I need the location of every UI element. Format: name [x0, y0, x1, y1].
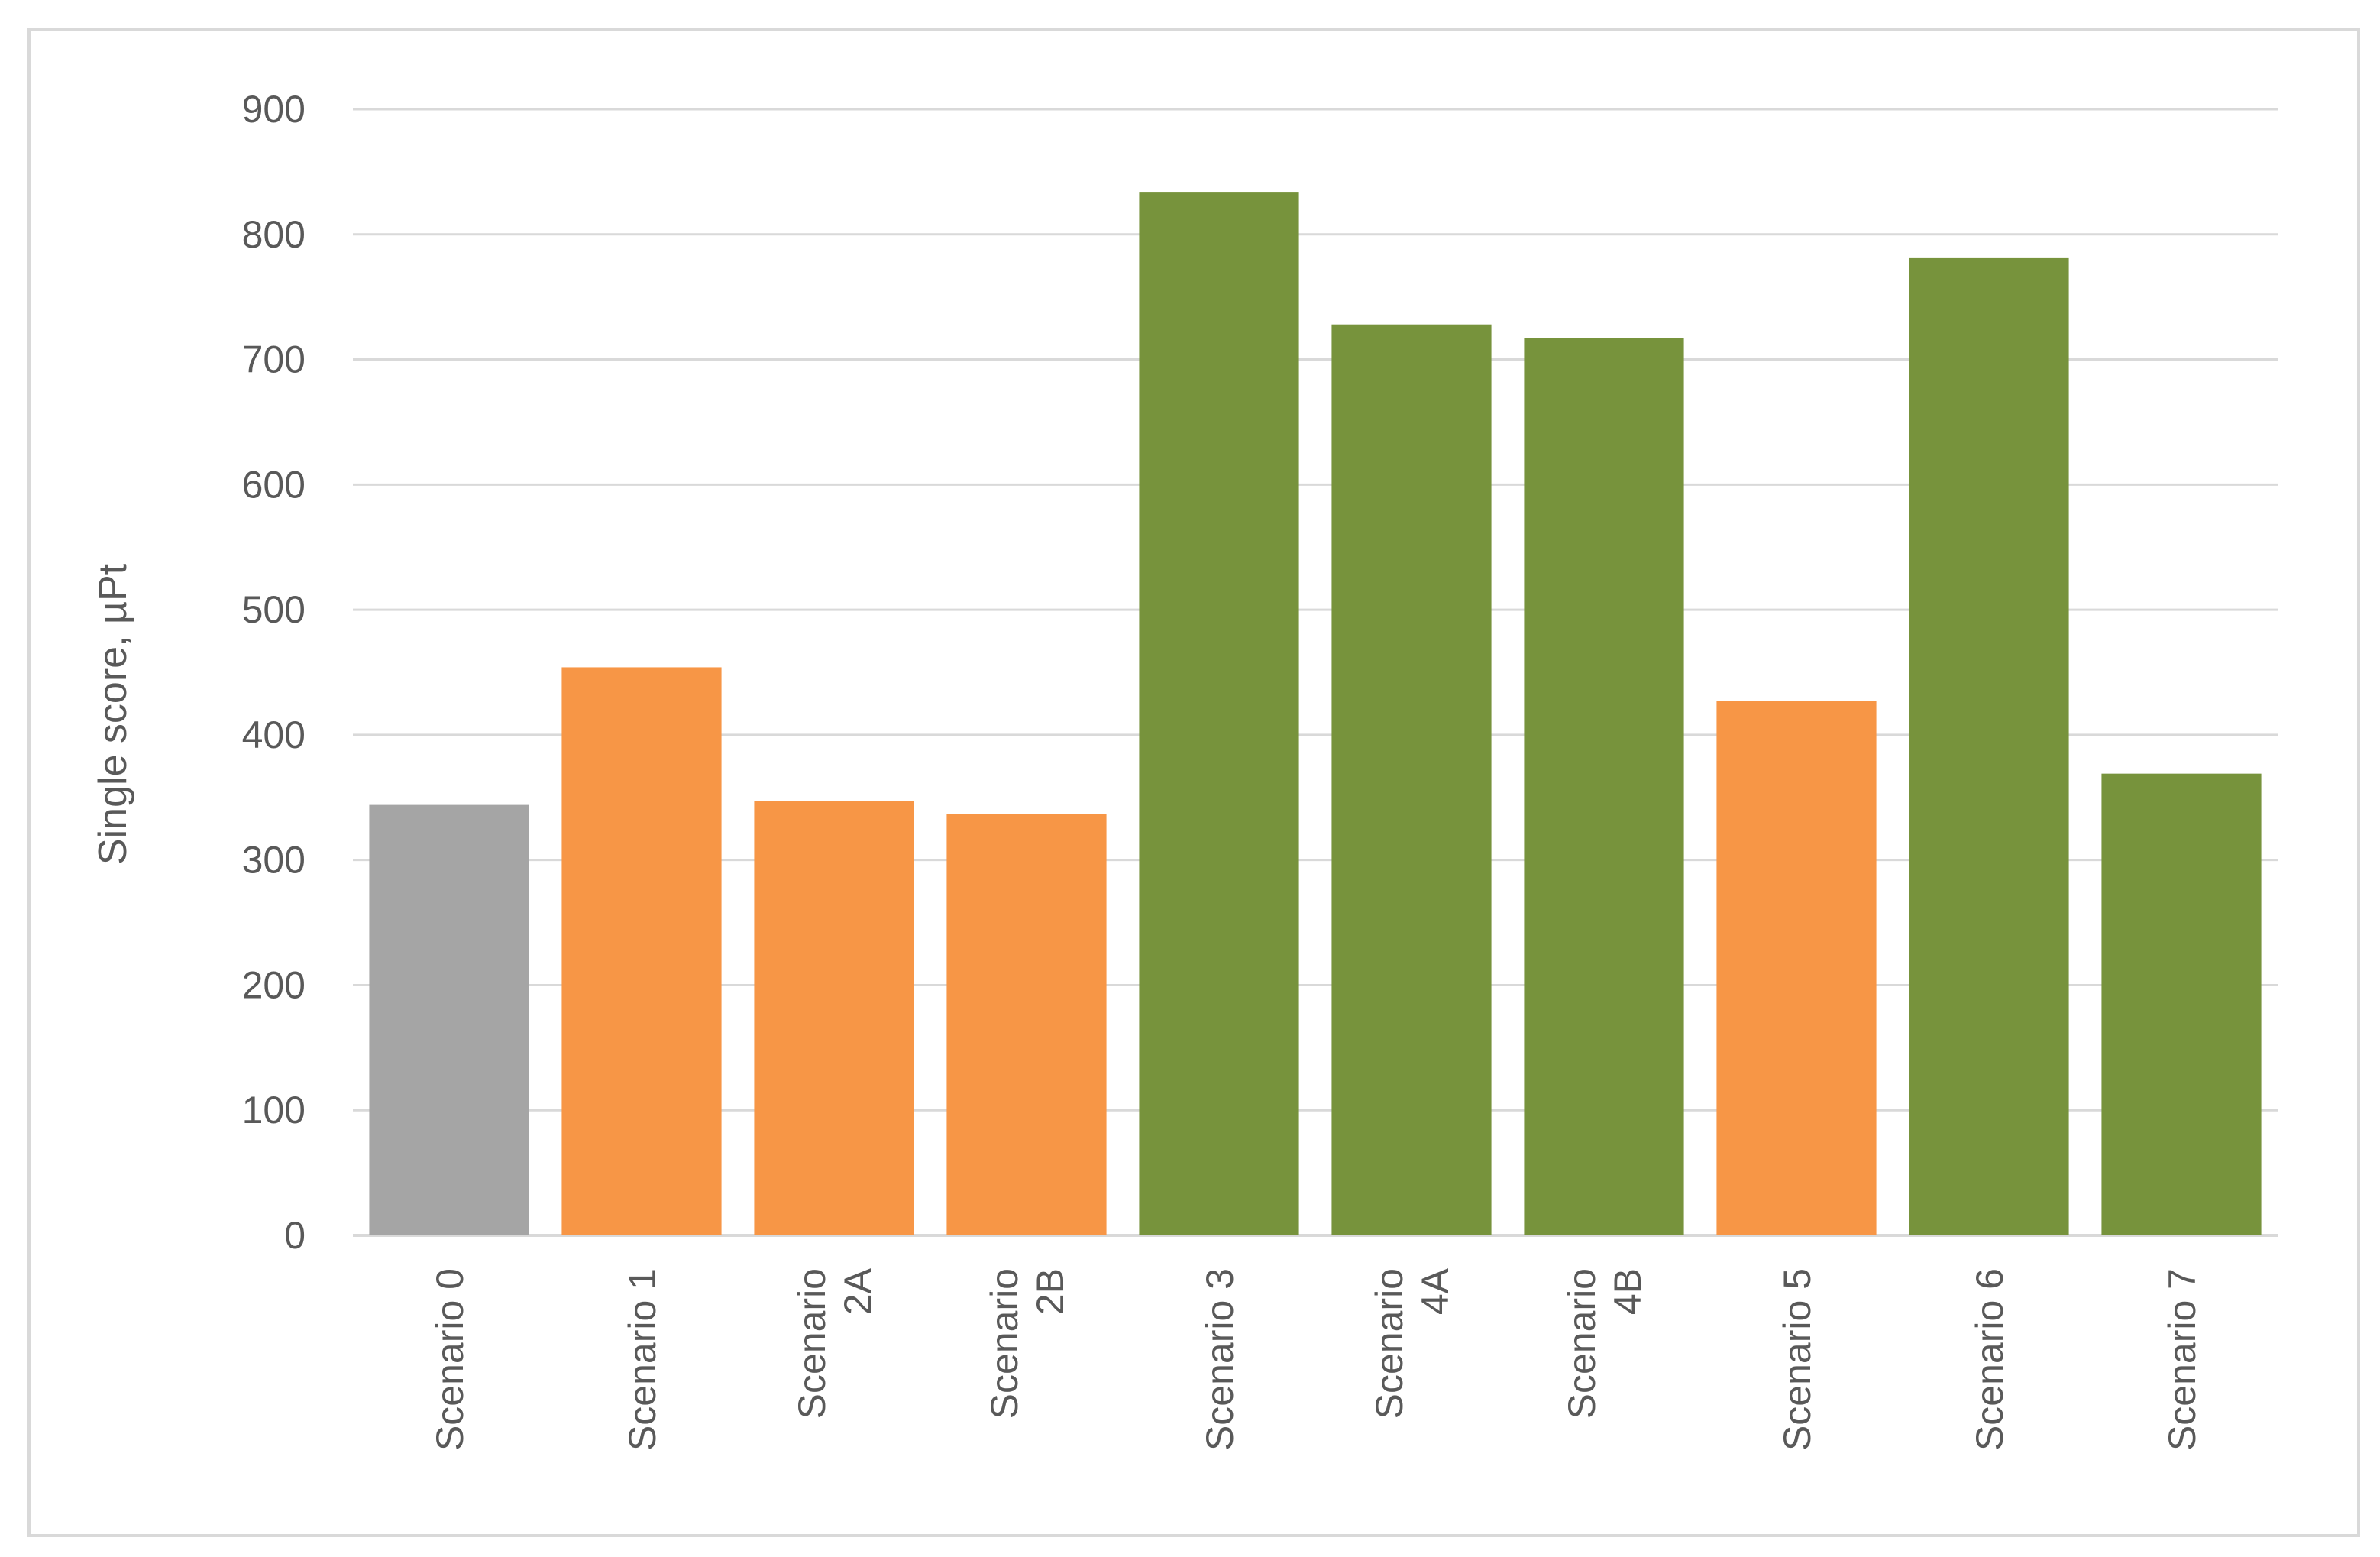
- x-category-label: Scenario2A: [791, 1267, 879, 1419]
- bar: [946, 814, 1107, 1235]
- y-tick-label: 100: [242, 1089, 306, 1131]
- y-tick-label: 900: [242, 88, 306, 131]
- x-category-label: Scenario4B: [1560, 1268, 1649, 1419]
- bar: [369, 804, 529, 1235]
- y-axis-title: Single score, µPt: [91, 563, 135, 865]
- bar: [1909, 257, 2069, 1236]
- bar: [1331, 324, 1492, 1236]
- x-category-label: Scenario2B: [983, 1268, 1072, 1419]
- bar: [1716, 701, 1877, 1235]
- y-tick-label: 600: [242, 463, 306, 506]
- y-tick-label: 700: [242, 338, 306, 381]
- y-tick-label: 300: [242, 839, 306, 882]
- x-category-label: Scenario 6: [1968, 1268, 2011, 1451]
- y-tick-label: 400: [242, 714, 306, 756]
- y-tick-labels: 0 100 200 300 400 500 600 700 800 900: [242, 88, 306, 1257]
- x-category-label: Scenario 7: [2161, 1268, 2204, 1451]
- y-tick-label: 0: [284, 1214, 306, 1257]
- x-category-label: Scenario 1: [621, 1268, 664, 1451]
- x-category-label: Scenario4A: [1368, 1267, 1457, 1419]
- bar: [754, 801, 914, 1235]
- x-category-labels: Scenario 0 Scenario 1 Scenario2A Scenario2B…: [428, 1267, 2204, 1451]
- y-tick-label: 200: [242, 963, 306, 1006]
- y-tick-label: 500: [242, 588, 306, 631]
- bar: [2101, 773, 2262, 1235]
- bar: [1524, 338, 1684, 1235]
- x-category-label: Scenario 3: [1198, 1268, 1241, 1451]
- bar: [1139, 192, 1299, 1235]
- y-tick-label: 800: [242, 213, 306, 256]
- bar: [561, 667, 722, 1235]
- bars: [369, 192, 2262, 1236]
- x-category-label: Scenario 0: [428, 1268, 471, 1451]
- x-category-label: Scenario 5: [1776, 1268, 1819, 1451]
